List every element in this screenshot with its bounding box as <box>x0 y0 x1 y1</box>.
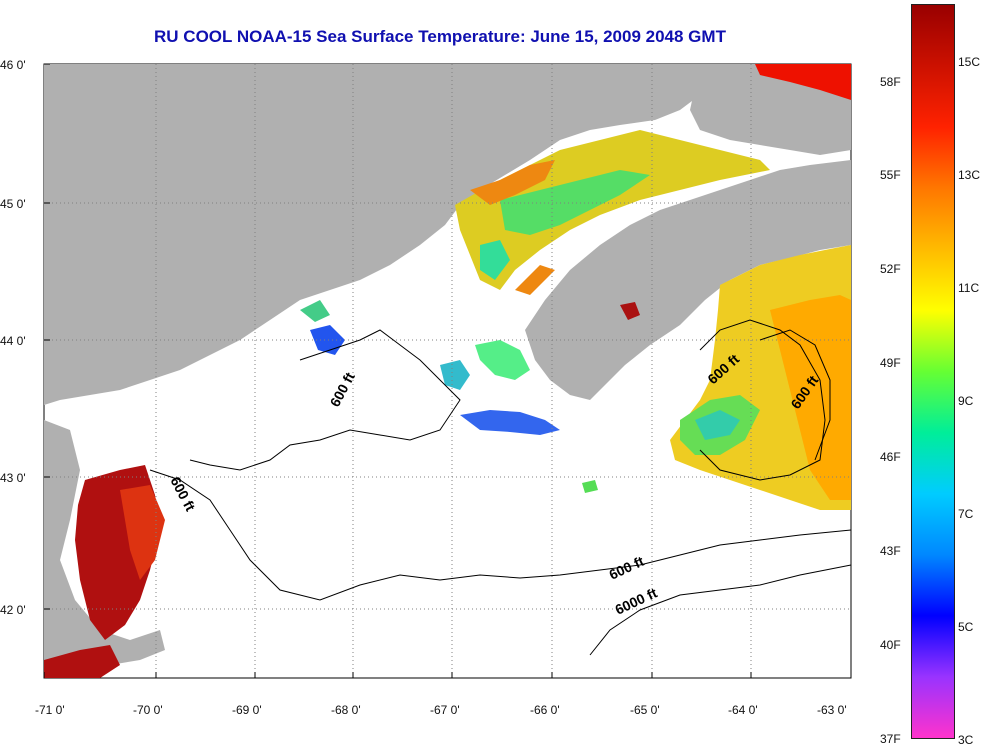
colorbar-f-label: 37F <box>880 732 901 746</box>
sst-patch-top-right <box>755 64 851 100</box>
sst-patch-scotian-cyan <box>695 410 740 440</box>
colorbar-c-label: 7C <box>958 507 974 521</box>
colorbar-f-label: 40F <box>880 638 901 652</box>
colorbar-f-label: 43F <box>880 544 901 558</box>
x-tick-label: -64 0' <box>728 703 758 717</box>
y-axis-labels: 46 0' 45 0' 44 0' 43 0' 42 0' <box>0 58 26 617</box>
y-tick-label: 44 0' <box>0 334 26 348</box>
colorbar-f-label: 52F <box>880 262 901 276</box>
colorbar-c-label: 5C <box>958 620 974 634</box>
map-title: RU COOL NOAA-15 Sea Surface Temperature:… <box>154 27 726 46</box>
x-tick-label: -70 0' <box>133 703 163 717</box>
sst-patch-central-cyan <box>440 360 470 390</box>
sst-patch-nova-orange <box>515 265 555 295</box>
sst-patch-fundy-cyan <box>480 240 510 280</box>
colorbar-f-label: 49F <box>880 356 901 370</box>
colorbar-c-label: 15C <box>958 55 981 69</box>
x-tick-label: -65 0' <box>630 703 660 717</box>
x-tick-label: -67 0' <box>430 703 460 717</box>
colorbar-f-label: 55F <box>880 168 901 182</box>
x-axis-labels: -71 0' -70 0' -69 0' -68 0' -67 0' -66 0… <box>35 703 847 717</box>
colorbar-f-label: 46F <box>880 450 901 464</box>
x-tick-label: -68 0' <box>331 703 361 717</box>
colorbar-c-label: 9C <box>958 394 974 408</box>
sst-patch-central-blue <box>460 410 560 435</box>
sst-patch-central-green <box>475 340 530 380</box>
bathymetry-contours <box>149 319 852 656</box>
x-tick-label: -66 0' <box>530 703 560 717</box>
temperature-colorbar <box>911 4 955 739</box>
y-tick-label: 46 0' <box>0 58 26 72</box>
land-masses <box>44 64 851 675</box>
sst-patch-south <box>44 645 120 678</box>
colorbar-f-label: 58F <box>880 75 901 89</box>
sst-patch-nova-red <box>620 302 640 320</box>
sst-patch-fundy-green <box>500 170 650 235</box>
land-maine <box>44 64 760 405</box>
colorbar-c-label: 3C <box>958 733 974 747</box>
axis-ticks <box>43 63 852 678</box>
y-tick-label: 42 0' <box>0 603 26 617</box>
sst-patches <box>44 64 851 678</box>
colorbar-c-label: 13C <box>958 168 981 182</box>
sst-patch-east-green <box>582 480 598 493</box>
y-tick-label: 43 0' <box>0 471 26 485</box>
x-tick-label: -69 0' <box>232 703 262 717</box>
grid-lines <box>44 64 851 678</box>
x-tick-label: -63 0' <box>817 703 847 717</box>
land-massachusetts <box>44 420 165 675</box>
land-nova-scotia <box>525 160 851 400</box>
sst-patch-fundy-orange <box>470 160 555 205</box>
x-tick-label: -71 0' <box>35 703 65 717</box>
sst-patch-west-green <box>300 300 330 322</box>
y-tick-label: 45 0' <box>0 197 26 211</box>
colorbar-c-label: 11C <box>958 281 980 295</box>
sst-patch-orange-mass <box>120 485 165 580</box>
sst-patch-scotian-orange <box>770 295 851 500</box>
